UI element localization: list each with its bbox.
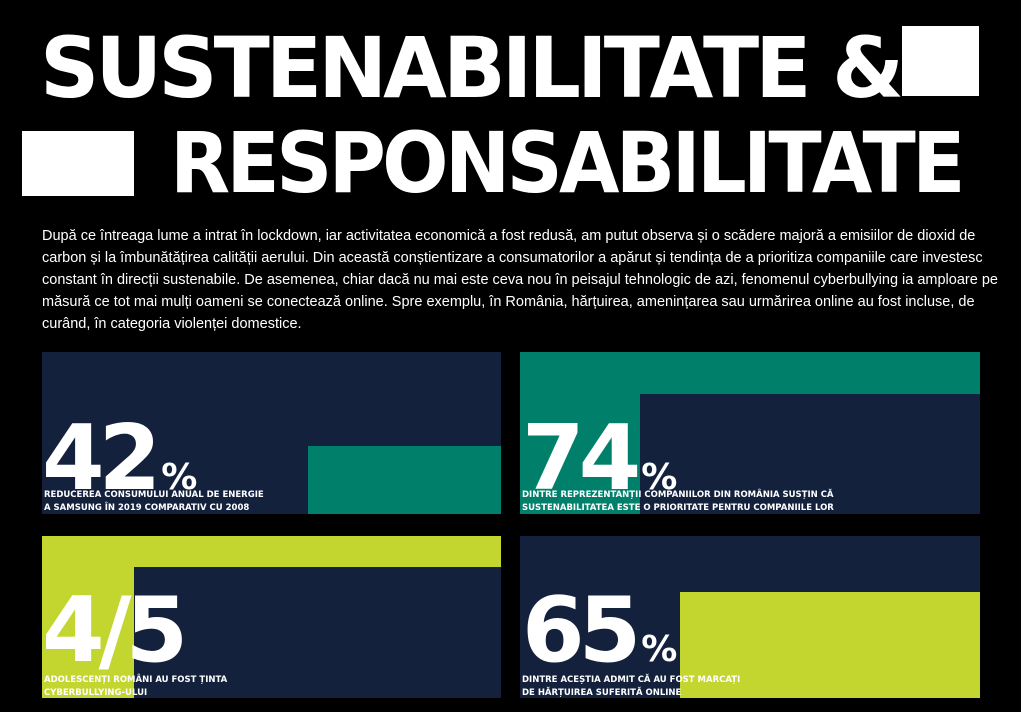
stat-caption: DINTRE ACEȘTIA ADMIT CĂ AU FOST MARCAȚI … xyxy=(522,674,740,698)
stat-value: 74% xyxy=(522,414,677,504)
decorative-white-block xyxy=(22,131,134,196)
stat-card-sustainability: 74% DINTRE REPREZENTANȚII COMPANIILOR DI… xyxy=(520,352,980,514)
stat-caption: DINTRE REPREZENTANȚII COMPANIILOR DIN RO… xyxy=(522,489,834,514)
stat-value: 65% xyxy=(522,586,677,676)
stat-caption-line: DE HĂRȚUIREA SUFERITĂ ONLINE xyxy=(522,688,682,698)
stat-unit: % xyxy=(161,457,198,498)
stat-accent-bar xyxy=(308,446,501,514)
decorative-white-block xyxy=(902,26,979,96)
stat-caption-line: CYBERBULLYING-ULUI xyxy=(44,688,148,698)
stat-accent-side xyxy=(42,536,134,698)
stat-value: 42% xyxy=(42,414,197,504)
stat-caption-line: DINTRE REPREZENTANȚII COMPANIILOR DIN RO… xyxy=(522,490,834,500)
stat-caption: ADOLESCENȚI ROMÂNI AU FOST ȚINTA CYBERBU… xyxy=(44,674,227,698)
stat-caption-line: REDUCEREA CONSUMULUI ANUAL DE ENERGIE xyxy=(44,490,264,500)
stat-caption-line: DINTRE ACEȘTIA ADMIT CĂ AU FOST MARCAȚI xyxy=(522,675,741,685)
stat-unit: % xyxy=(641,457,678,498)
stat-number: 74 xyxy=(522,406,641,511)
stat-card-harassment: 65% DINTRE ACEȘTIA ADMIT CĂ AU FOST MARC… xyxy=(520,536,980,698)
stat-accent-side xyxy=(520,352,640,514)
stat-caption-line: ADOLESCENȚI ROMÂNI AU FOST ȚINTA xyxy=(44,675,228,685)
intro-paragraph: După ce întreaga lume a intrat în lockdo… xyxy=(42,228,998,332)
stat-card-energy: 42% REDUCEREA CONSUMULUI ANUAL DE ENERGI… xyxy=(42,352,501,514)
stat-value: 4/5 xyxy=(42,586,188,676)
stat-card-cyberbullying: 4/5 ADOLESCENȚI ROMÂNI AU FOST ȚINTA CYB… xyxy=(42,536,501,698)
page-title-line-2: RESPONSABILITATE xyxy=(170,114,965,212)
stat-number: 42 xyxy=(42,406,161,511)
stat-caption-line: SUSTENABILITATEA ESTE O PRIORITATE PENTR… xyxy=(522,503,834,513)
stat-number: 4/5 xyxy=(42,578,188,683)
stat-caption-line: A SAMSUNG ÎN 2019 COMPARATIV CU 2008 xyxy=(44,503,250,513)
stat-caption: REDUCEREA CONSUMULUI ANUAL DE ENERGIE A … xyxy=(44,489,264,514)
page-title-line-1: SUSTENABILITATE & xyxy=(40,19,904,117)
stat-unit: % xyxy=(641,629,678,670)
stat-number: 65 xyxy=(522,578,641,683)
stat-accent-bar xyxy=(680,592,980,698)
